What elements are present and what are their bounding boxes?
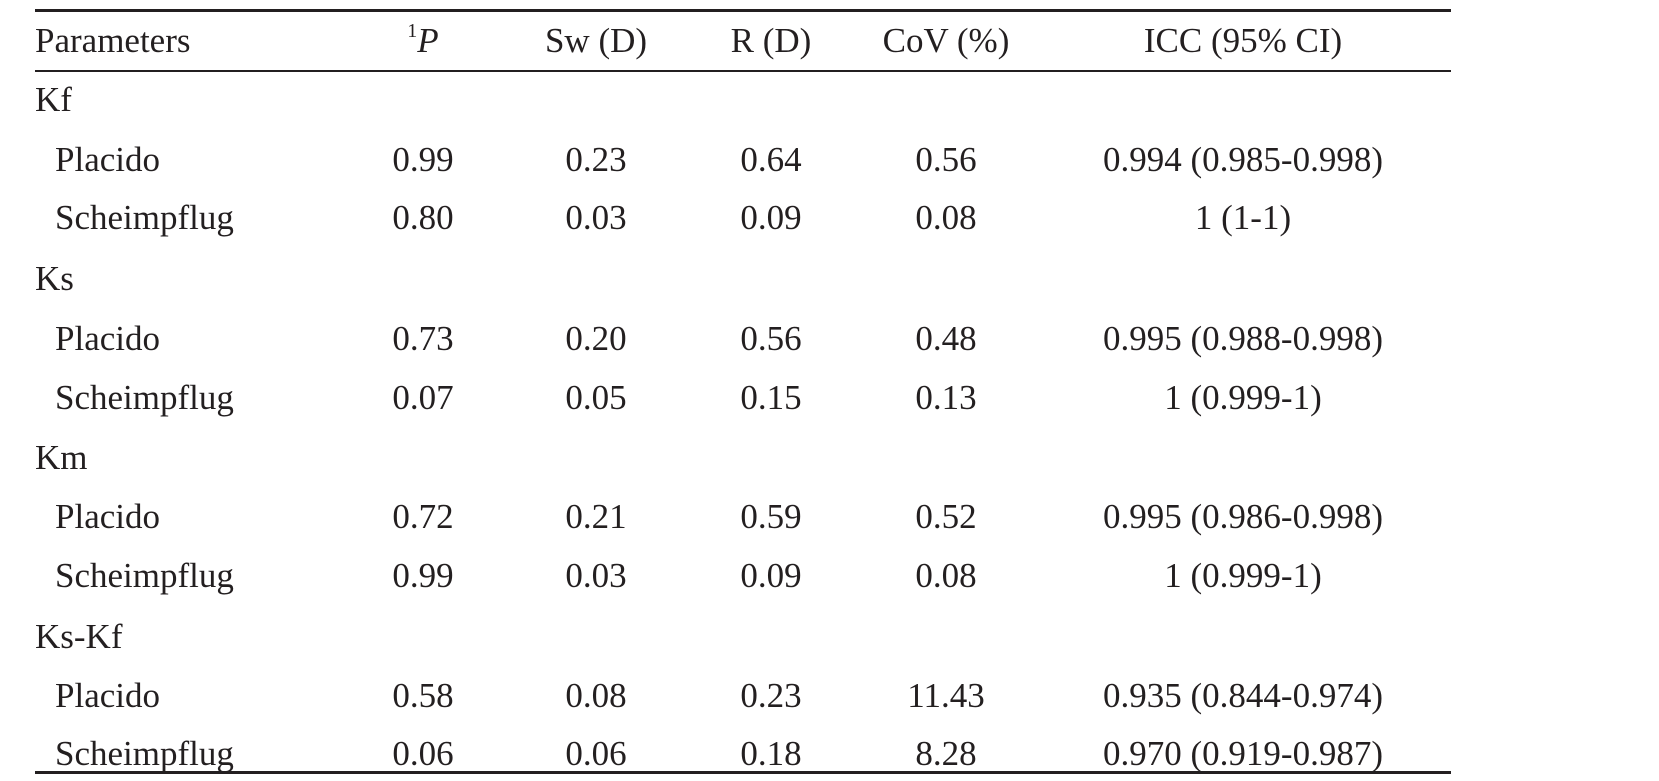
cell-cov: 0.08 [915,198,977,237]
cell-p: 0.07 [392,378,454,417]
cell-r: 0.18 [740,734,802,773]
header-sw: Sw (D) [544,21,648,60]
cell-icc: 0.994 (0.985-0.998) [1103,140,1383,179]
cell-r: 0.09 [740,556,802,595]
row-method: Scheimpflug [55,556,234,595]
row-method: Scheimpflug [55,198,234,237]
row-method: Placido [55,319,160,358]
cell-p: 0.73 [392,319,454,358]
row-method: Placido [55,497,160,536]
group-label: Km [35,438,88,477]
cell-icc: 1 (0.999-1) [1164,378,1322,417]
group-label: Ks [35,259,74,298]
group-label: Kf [35,80,72,119]
header-r: R (D) [730,21,812,60]
header-icc: ICC (95% CI) [1143,21,1343,60]
row-method: Placido [55,676,160,715]
cell-p: 0.06 [392,734,454,773]
cell-icc: 0.995 (0.986-0.998) [1103,497,1383,536]
cell-sw: 0.21 [565,497,627,536]
cell-cov: 0.56 [915,140,977,179]
cell-p: 0.72 [392,497,454,536]
table-header-rule [35,70,1451,72]
cell-p: 0.99 [392,140,454,179]
header-cov: CoV (%) [882,21,1010,60]
cell-r: 0.23 [740,676,802,715]
cell-p: 0.80 [392,198,454,237]
cell-cov: 8.28 [915,734,977,773]
header-p-superscript: 1 [407,20,418,42]
cell-sw: 0.05 [565,378,627,417]
cell-p: 0.58 [392,676,454,715]
cell-cov: 0.48 [915,319,977,358]
cell-sw: 0.23 [565,140,627,179]
group-label: Ks-Kf [35,617,123,656]
cell-cov: 11.43 [907,676,985,715]
cell-r: 0.09 [740,198,802,237]
cell-cov: 0.13 [915,378,977,417]
cell-r: 0.56 [740,319,802,358]
cell-sw: 0.20 [565,319,627,358]
cell-cov: 0.08 [915,556,977,595]
row-method: Scheimpflug [55,734,234,773]
cell-sw: 0.03 [565,556,627,595]
header-parameters: Parameters [35,21,191,60]
cell-p: 0.99 [392,556,454,595]
table-top-rule [35,9,1451,12]
cell-icc: 0.970 (0.919-0.987) [1103,734,1383,773]
cell-icc: 0.995 (0.988-0.998) [1103,319,1383,358]
cell-sw: 0.08 [565,676,627,715]
cell-sw: 0.03 [565,198,627,237]
cell-cov: 0.52 [915,497,977,536]
header-p: 1P [407,21,438,61]
cell-r: 0.15 [740,378,802,417]
cell-icc: 1 (0.999-1) [1164,556,1322,595]
table-bottom-rule [35,771,1451,774]
cell-icc: 1 (1-1) [1194,198,1292,237]
cell-r: 0.64 [740,140,802,179]
header-p-symbol: P [417,21,439,60]
cell-sw: 0.06 [565,734,627,773]
row-method: Placido [55,140,160,179]
cell-icc: 0.935 (0.844-0.974) [1103,676,1383,715]
row-method: Scheimpflug [55,378,234,417]
cell-r: 0.59 [740,497,802,536]
